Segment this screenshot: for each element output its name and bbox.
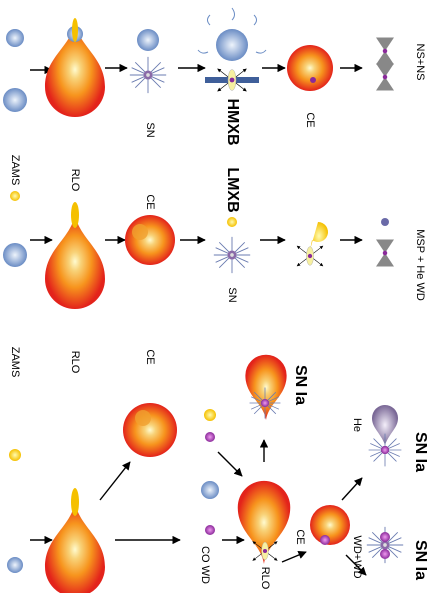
star (201, 481, 219, 499)
core (320, 535, 330, 545)
stream (71, 488, 79, 516)
white-dwarf (381, 446, 389, 454)
arrow (217, 451, 243, 477)
label: RLO (69, 169, 81, 192)
stream (71, 202, 79, 228)
white-dwarf (205, 432, 215, 442)
white-dwarf (261, 399, 269, 407)
label: He (351, 418, 363, 432)
label: CE (304, 112, 316, 127)
label: NS+NS (414, 44, 426, 81)
label: WD+WD (351, 535, 363, 578)
donor-lobe (310, 222, 329, 250)
star (216, 29, 248, 61)
hmxb-track: ZAMS RLO SN HMXB CE NS+NS (3, 7, 426, 192)
label: SN (226, 287, 238, 302)
label: SN Ia (412, 432, 429, 472)
lmxb-track: CE SN LMXB MSP + He WD (3, 167, 426, 309)
arrow (341, 477, 363, 501)
label: SN Ia (412, 540, 429, 580)
common-envelope (125, 215, 175, 265)
helium-star (372, 405, 398, 445)
label: ZAMS (9, 347, 21, 378)
common-envelope (287, 45, 333, 91)
label: HMXB (224, 98, 241, 145)
millisecond-pulsar (376, 239, 394, 267)
accretion-disk (297, 246, 323, 266)
label: MSP + He WD (414, 229, 426, 301)
label: CE (144, 349, 156, 364)
star (3, 243, 27, 267)
label: CE (144, 194, 156, 209)
companion (132, 224, 148, 240)
star (204, 409, 216, 421)
white-dwarf (380, 532, 390, 542)
white-dwarf (381, 218, 389, 226)
label: CO WD (199, 546, 211, 584)
neutron-star (376, 63, 394, 91)
supernova (129, 56, 167, 94)
neutron-star (376, 37, 394, 65)
label: SN Ia (292, 365, 309, 405)
core (310, 77, 316, 83)
common-envelope (310, 505, 350, 545)
star (227, 217, 237, 227)
supernova (213, 236, 251, 274)
label: ZAMS (9, 155, 21, 186)
star (10, 191, 20, 201)
accretion-disk (253, 541, 277, 560)
star (9, 449, 21, 461)
stream (72, 18, 78, 42)
wind (197, 7, 267, 54)
star (6, 29, 24, 47)
label: RLO (69, 351, 81, 374)
star (137, 29, 159, 51)
sn-ia-track: ZAMS RLO CE CO WD RLO CE He WD+WD SN Ia … (7, 347, 429, 593)
arrow (281, 551, 307, 563)
label: SN (144, 122, 156, 137)
arrow (345, 554, 367, 576)
star (7, 557, 23, 573)
arrow (99, 461, 131, 501)
label: LMXB (224, 167, 241, 212)
white-dwarf (205, 525, 215, 535)
rlo-star (45, 214, 105, 309)
label: CE (294, 529, 306, 544)
common-envelope (123, 403, 177, 457)
star (3, 88, 27, 112)
companion (135, 410, 151, 426)
white-dwarf (380, 549, 390, 559)
donor-lobe (245, 354, 287, 420)
label: RLO (259, 567, 271, 590)
